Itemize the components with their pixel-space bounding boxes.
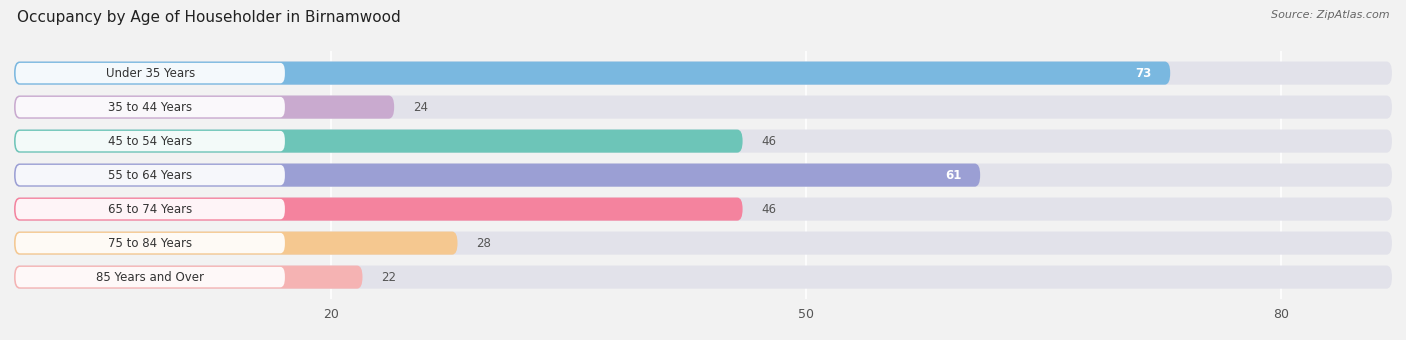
Text: 85 Years and Over: 85 Years and Over [96, 271, 204, 284]
FancyBboxPatch shape [14, 164, 1392, 187]
FancyBboxPatch shape [15, 199, 285, 219]
FancyBboxPatch shape [15, 233, 285, 253]
FancyBboxPatch shape [14, 164, 980, 187]
FancyBboxPatch shape [14, 232, 1392, 255]
Text: 73: 73 [1135, 67, 1152, 80]
FancyBboxPatch shape [14, 198, 742, 221]
FancyBboxPatch shape [14, 62, 1392, 85]
FancyBboxPatch shape [14, 96, 394, 119]
Text: 22: 22 [381, 271, 396, 284]
FancyBboxPatch shape [14, 232, 457, 255]
Text: 35 to 44 Years: 35 to 44 Years [108, 101, 193, 114]
Text: Source: ZipAtlas.com: Source: ZipAtlas.com [1271, 10, 1389, 20]
FancyBboxPatch shape [14, 130, 742, 153]
Text: 46: 46 [762, 203, 776, 216]
FancyBboxPatch shape [15, 267, 285, 287]
FancyBboxPatch shape [14, 96, 1392, 119]
FancyBboxPatch shape [14, 130, 1392, 153]
Text: 75 to 84 Years: 75 to 84 Years [108, 237, 193, 250]
Text: 46: 46 [762, 135, 776, 148]
FancyBboxPatch shape [15, 97, 285, 117]
Text: 45 to 54 Years: 45 to 54 Years [108, 135, 193, 148]
FancyBboxPatch shape [15, 131, 285, 151]
Text: Occupancy by Age of Householder in Birnamwood: Occupancy by Age of Householder in Birna… [17, 10, 401, 25]
Text: 61: 61 [945, 169, 962, 182]
Text: Under 35 Years: Under 35 Years [105, 67, 195, 80]
Text: 28: 28 [477, 237, 491, 250]
FancyBboxPatch shape [14, 266, 1392, 289]
FancyBboxPatch shape [14, 62, 1170, 85]
Text: 55 to 64 Years: 55 to 64 Years [108, 169, 193, 182]
Text: 65 to 74 Years: 65 to 74 Years [108, 203, 193, 216]
FancyBboxPatch shape [14, 198, 1392, 221]
FancyBboxPatch shape [15, 63, 285, 83]
Text: 24: 24 [413, 101, 429, 114]
FancyBboxPatch shape [15, 165, 285, 185]
FancyBboxPatch shape [14, 266, 363, 289]
